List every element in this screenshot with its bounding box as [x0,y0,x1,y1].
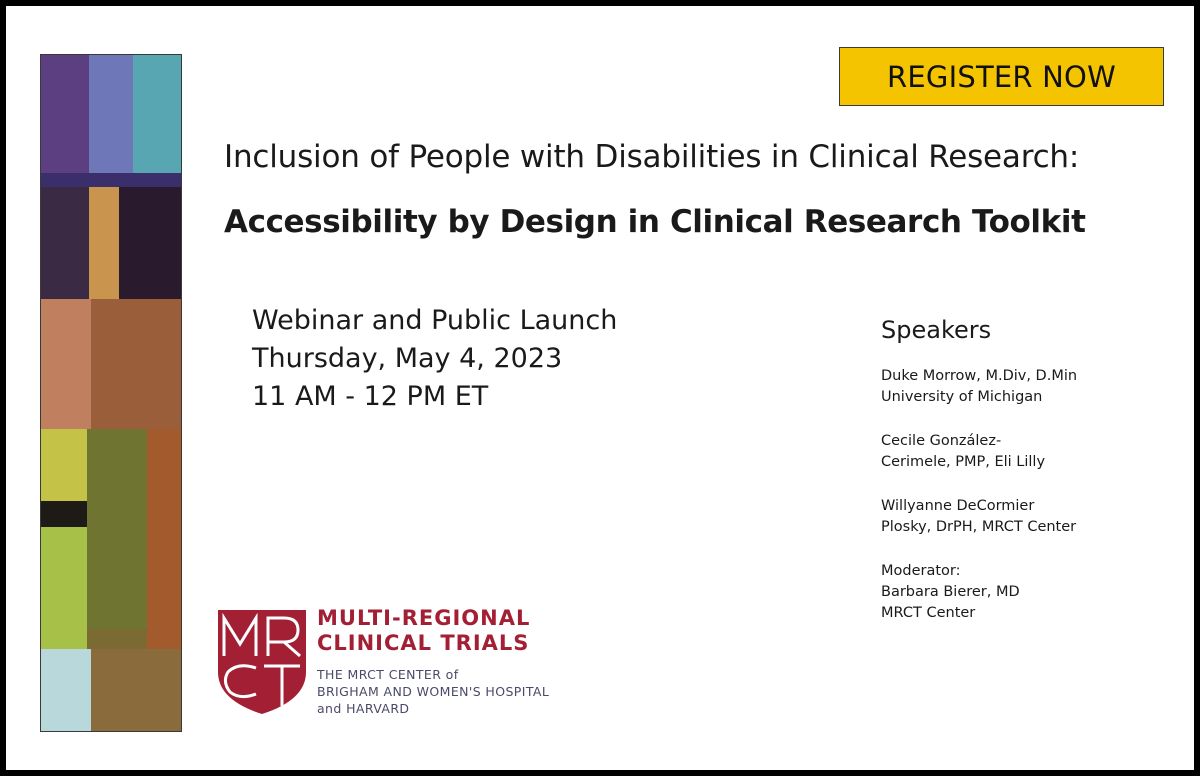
speaker-name: Willyanne DeCormier [881,498,1035,514]
speaker-name: Duke Morrow, M.Div, D.Min [881,368,1078,384]
logo-subtitle: THE MRCT CENTER of BRIGHAM AND WOMEN'S H… [317,666,549,717]
event-name: Webinar and Public Launch [252,305,618,336]
moderator-name: Barbara Bierer, MD [881,584,1020,600]
logo-name-line-2: CLINICAL TRIALS [317,631,530,655]
mrct-logo-text: MULTI-REGIONAL CLINICAL TRIALS THE MRCT … [317,606,549,717]
event-time: 11 AM - 12 PM ET [252,381,489,412]
logo-sub-line-2: BRIGHAM AND WOMEN'S HOSPITAL [317,684,550,699]
speakers-heading: Speakers [881,316,992,344]
logo-sub-line-3: and HARVARD [317,701,410,716]
speaker-entry: Willyanne DeCormier Plosky, DrPH, MRCT C… [881,496,1077,538]
speaker-entry: Cecile González- Cerimele, PMP, Eli Lill… [881,431,1077,473]
moderator-org: MRCT Center [881,605,976,621]
title-line-1: Inclusion of People with Disabilities in… [224,139,1080,175]
moderator-label: Moderator: [881,563,961,579]
speaker-affiliation: Cerimele, PMP, Eli Lilly [881,454,1046,470]
title-line-2: Accessibility by Design in Clinical Rese… [224,204,1086,240]
speaker-affiliation: Plosky, DrPH, MRCT Center [881,519,1077,535]
logo-sub-line-1: THE MRCT CENTER of [317,667,459,682]
speaker-affiliation: University of Michigan [881,389,1043,405]
speakers-list: Speakers Duke Morrow, M.Div, D.Min Unive… [881,316,1077,647]
event-details: Webinar and Public Launch Thursday, May … [252,302,617,416]
abstract-painting-strip [40,54,182,732]
event-date: Thursday, May 4, 2023 [252,343,563,374]
mrct-shield-logo [218,610,306,714]
moderator-entry: Moderator: Barbara Bierer, MD MRCT Cente… [881,561,1077,624]
register-now-button[interactable]: REGISTER NOW [839,47,1164,106]
speaker-entry: Duke Morrow, M.Div, D.Min University of … [881,366,1077,408]
speaker-name: Cecile González- [881,433,1002,449]
logo-name-line-1: MULTI-REGIONAL [317,606,531,630]
webinar-flyer: REGISTER NOW Inclusion of People with Di… [6,6,1194,770]
